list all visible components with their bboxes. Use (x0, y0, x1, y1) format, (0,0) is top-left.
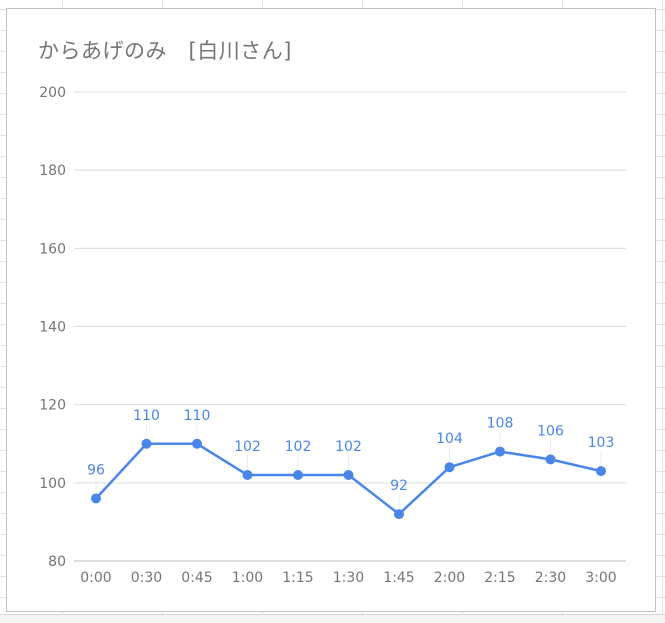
data-point (444, 462, 455, 473)
data-label: 108 (487, 416, 514, 432)
data-labels: 96 110 110 102 102 102 92 104 108 106 103 (87, 408, 615, 510)
data-label: 102 (335, 439, 362, 455)
y-tick-label: 120 (39, 398, 66, 414)
data-point (91, 493, 101, 504)
y-tick-label: 100 (39, 476, 66, 492)
x-tick-label: 1:45 (383, 570, 414, 586)
data-label: 92 (390, 478, 408, 494)
y-tick-label: 160 (39, 241, 66, 257)
data-point (192, 438, 202, 449)
data-label: 102 (285, 439, 312, 455)
data-point (545, 454, 556, 465)
gridlines (74, 91, 626, 562)
y-axis-ticks: 80 100 120 140 160 180 200 (39, 85, 66, 570)
x-tick-label: 1:00 (232, 570, 263, 586)
data-label: 103 (588, 435, 615, 451)
data-point (596, 466, 606, 477)
sheet-bottom-strip (0, 614, 665, 623)
y-tick-label: 140 (39, 320, 66, 336)
x-tick-label: 2:15 (484, 570, 515, 586)
data-label: 110 (133, 408, 160, 424)
data-point (495, 446, 505, 457)
data-point (343, 470, 354, 481)
data-label: 110 (184, 408, 211, 424)
data-point (141, 438, 152, 449)
chart-container[interactable]: からあげのみ [白川さん] 80 100 120 140 160 180 200 0:00 0… (6, 8, 656, 612)
y-tick-label: 180 (39, 163, 66, 179)
line-chart: 80 100 120 140 160 180 200 0:00 0:30 0:45 1:00 1:1… (39, 85, 626, 586)
data-point (242, 470, 253, 481)
data-label: 102 (234, 439, 261, 455)
x-axis-ticks: 0:00 0:30 0:45 1:00 1:15 1:30 1:45 2:00 2:15 2:30… (80, 570, 616, 586)
x-tick-label: 1:30 (333, 570, 364, 586)
x-tick-label: 3:00 (585, 570, 616, 586)
data-point (293, 470, 303, 481)
x-tick-label: 0:00 (80, 570, 111, 586)
data-label: 96 (87, 462, 105, 478)
data-point (394, 509, 404, 520)
y-tick-label: 80 (48, 554, 66, 570)
data-label: 106 (537, 423, 564, 439)
x-tick-label: 2:30 (535, 570, 566, 586)
x-tick-label: 2:00 (434, 570, 465, 586)
x-tick-label: 0:30 (131, 570, 162, 586)
chart-title: からあげのみ [白川さん] (38, 39, 292, 63)
data-label: 104 (436, 431, 463, 447)
series (91, 438, 606, 520)
x-tick-label: 0:45 (181, 570, 212, 586)
y-tick-label: 200 (39, 85, 66, 101)
x-tick-label: 1:15 (282, 570, 313, 586)
